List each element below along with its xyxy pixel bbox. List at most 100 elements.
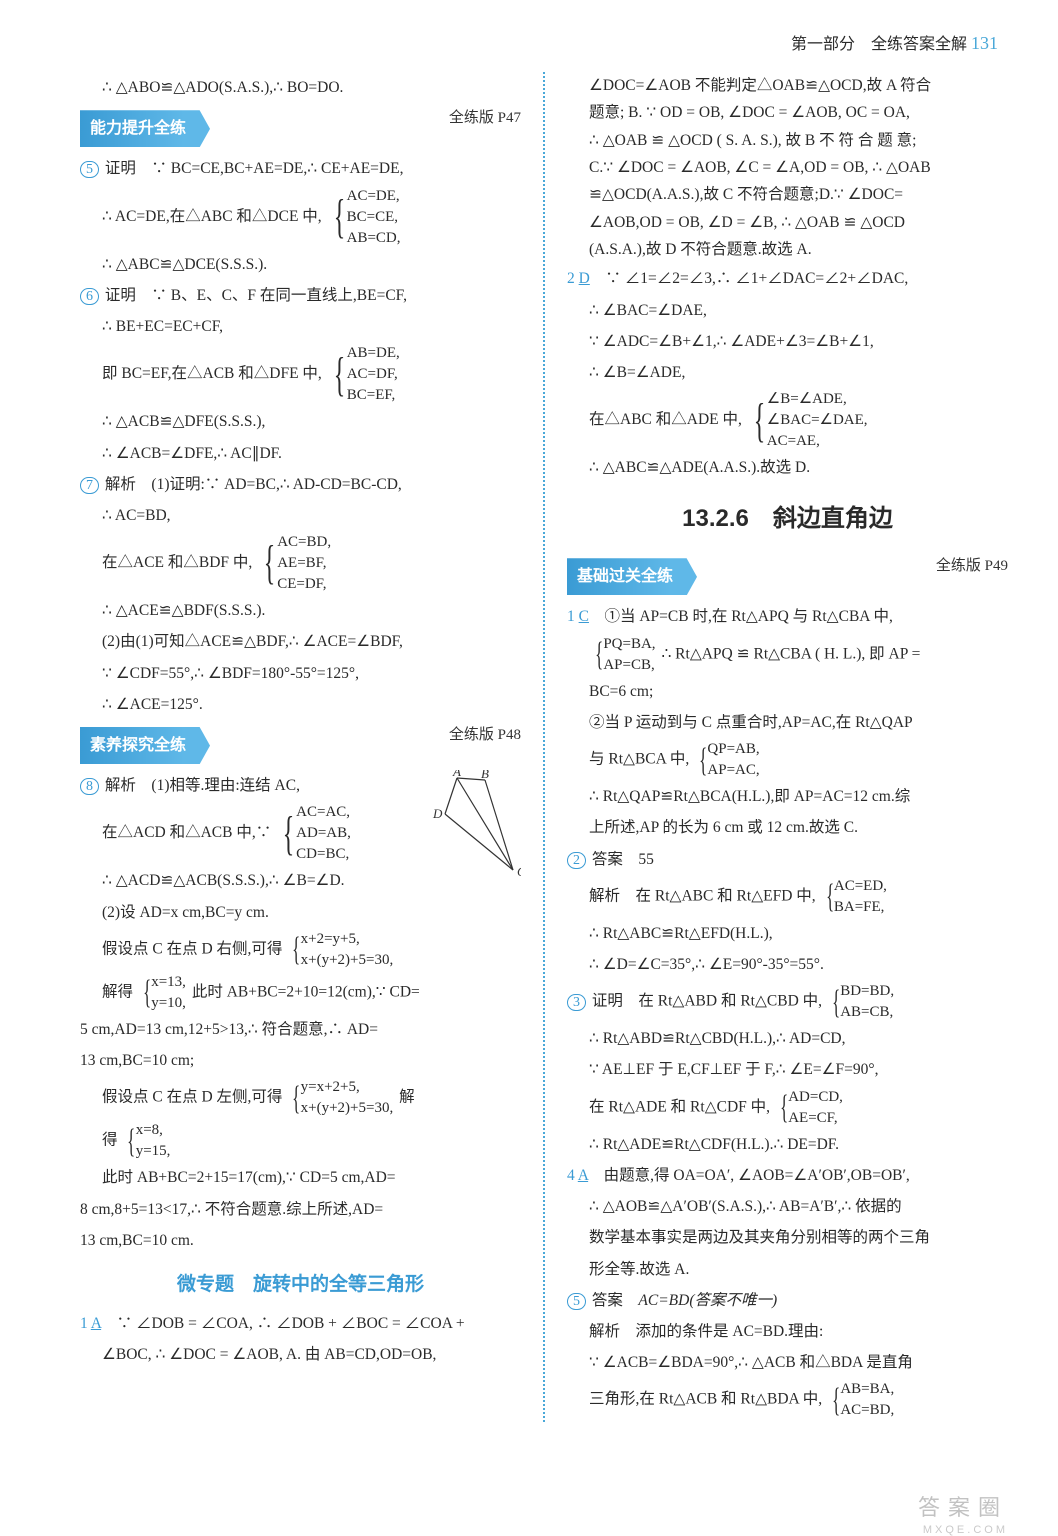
answer: A <box>578 1167 588 1184</box>
q8-l9: 假设点 C 在点 D 左侧,可得 {y=x+2+5,x+(y+2)+5=30, … <box>80 1077 521 1119</box>
content-columns: ∴ △ABO≌△ADO(S.A.S.),∴ BO=DO. 能力提升全练 全练版 … <box>80 72 1008 1422</box>
cont-l3: ∴ △OAB ≌ △OCD ( S. A. S.), 故 B 不 符 合 题 意… <box>567 128 1008 154</box>
brace: {AB=DE,AC=DF,BC=EF, <box>328 343 400 406</box>
q1c-l4: ②当 P 运动到与 C 点重合时,AP=AC,在 Rt△QAP <box>567 708 1008 738</box>
section-banner: 基础过关全练 <box>567 558 697 595</box>
q1c-l1: 1 C ①当 AP=CB 时,在 Rt△APQ 与 Rt△CBA 中, <box>567 602 1008 632</box>
section-row: 素养探究全练 全练版 P48 <box>80 721 521 770</box>
cont-l5: ≌△OCD(A.A.S.),故 C 不符合题意;D.∵ ∠DOC= <box>567 182 1008 208</box>
cont-l4: C.∵ ∠DOC = ∠AOB, ∠C = ∠A,OD = OB, ∴ △OAB <box>567 155 1008 181</box>
left-column: ∴ △ABO≌△ADO(S.A.S.),∴ BO=DO. 能力提升全练 全练版 … <box>80 72 521 1422</box>
section-row: 基础过关全练 全练版 P49 <box>567 552 1008 601</box>
q6-l4: ∴ △ACB≌△DFE(S.S.S.), <box>80 407 521 437</box>
q1c-l6: ∴ Rt△QAP≌Rt△BCA(H.L.),即 AP=AC=12 cm.综 <box>567 782 1008 812</box>
brace: {AB=BA,AC=BD, <box>828 1379 894 1421</box>
q7-l6: ∵ ∠CDF=55°,∴ ∠BDF=180°-55°=125°, <box>80 659 521 689</box>
qnum: 8 <box>80 778 99 795</box>
brace: {BD=BD,AB=CB, <box>828 981 894 1023</box>
svg-text:D: D <box>432 806 443 821</box>
q1c-l7: 上所述,AP 的长为 6 cm 或 12 cm.故选 C. <box>567 813 1008 843</box>
page-ref: 全练版 P47 <box>449 104 521 133</box>
q2-ans: 2 答案 55 <box>567 845 1008 875</box>
q4a-l3: 数学基本事实是两边及其夹角分别相等的两个三角 <box>567 1223 1008 1253</box>
q7-l3: 在△ACE 和△BDF 中, {AC=BD,AE=BF,CE=DF, <box>80 532 521 595</box>
brace: {AC=ED,BA=FE, <box>822 876 887 918</box>
q8-l10: 得 {x=8,y=15, <box>80 1120 521 1162</box>
page-ref: 全练版 P49 <box>936 552 1008 581</box>
brace: {y=x+2+5,x+(y+2)+5=30, <box>288 1077 393 1119</box>
q8-l6: 解得 {x=13,y=10, 此时 AB+BC=2+10=12(cm),∵ CD… <box>80 972 521 1014</box>
q6-l2: ∴ BE+EC=EC+CF, <box>80 312 521 342</box>
q1a-l1: 1 A ∵ ∠DOB = ∠COA, ∴ ∠DOB + ∠BOC = ∠COA … <box>80 1309 521 1339</box>
q8-l11: 此时 AB+BC=2+15=17(cm),∵ CD=5 cm,AD= <box>80 1163 521 1193</box>
q5-ans: 5 答案 AC=BD(答案不唯一) <box>567 1286 1008 1316</box>
section-banner: 素养探究全练 <box>80 727 210 764</box>
brace: {AD=CD,AE=CF, <box>776 1087 843 1129</box>
qnum: 2 <box>567 852 586 869</box>
q7-line1: 7 解析 (1)证明:∵ AD=BC,∴ AD-CD=BC-CD, <box>80 470 521 500</box>
brace: {AC=AC,AD=AB,CD=BC, <box>277 802 351 865</box>
q2d-l2: ∴ ∠BAC=∠DAE, <box>567 296 1008 326</box>
q8-l4: (2)设 AD=x cm,BC=y cm. <box>80 898 521 928</box>
q2-l2: ∴ Rt△ABC≌Rt△EFD(H.L.), <box>567 919 1008 949</box>
q5-line1: 5 证明 ∵ BC=CE,BC+AE=DE,∴ CE+AE=DE, <box>80 154 521 184</box>
qnum: 5 <box>567 1293 586 1310</box>
q1c-l3: BC=6 cm; <box>567 677 1008 707</box>
q3-l2: ∴ Rt△ABD≌Rt△CBD(H.L.),∴ AD=CD, <box>567 1024 1008 1054</box>
q7-l4: ∴ △ACE≌△BDF(S.S.S.). <box>80 596 521 626</box>
q8-l5: 假设点 C 在点 D 右侧,可得 {x+2=y+5,x+(y+2)+5=30, <box>80 929 521 971</box>
brace: {AC=BD,AE=BF,CE=DF, <box>258 532 331 595</box>
brace: {QP=AB,AP=AC, <box>695 739 760 781</box>
q8-l8: 13 cm,BC=10 cm; <box>80 1046 521 1076</box>
qnum: 4 <box>567 1167 575 1184</box>
q3-l5: ∴ Rt△ADE≌Rt△CDF(H.L.).∴ DE=DF. <box>567 1130 1008 1160</box>
section-banner: 能力提升全练 <box>80 110 210 147</box>
q2d-l3: ∵ ∠ADC=∠B+∠1,∴ ∠ADE+∠3=∠B+∠1, <box>567 327 1008 357</box>
part-title: 第一部分 全练答案全解 <box>791 36 967 53</box>
brace: {∠B=∠ADE,∠BAC=∠DAE,AC=AE, <box>748 389 868 452</box>
watermark-sub: MXQE.COM <box>923 1524 1008 1536</box>
q3-l1: 3 证明 在 Rt△ABD 和 Rt△CBD 中, {BD=BD,AB=CB, <box>567 981 1008 1023</box>
q8-l12: 8 cm,8+5=13<17,∴ 不符合题意.综上所述,AD= <box>80 1195 521 1225</box>
brace: {AC=DE,BC=CE,AB=CD, <box>328 186 401 249</box>
q6-l3: 即 BC=EF,在△ACB 和△DFE 中, {AB=DE,AC=DF,BC=E… <box>80 343 521 406</box>
q3-l3: ∵ AE⊥EF 于 E,CF⊥EF 于 F,∴ ∠E=∠F=90°, <box>567 1055 1008 1085</box>
svg-text:C: C <box>517 864 521 879</box>
column-divider <box>543 72 545 1422</box>
q5-line2: ∴ AC=DE,在△ABC 和△DCE 中, {AC=DE,BC=CE,AB=C… <box>80 186 521 249</box>
q1a-l2: ∠BOC, ∴ ∠DOC = ∠AOB, A. 由 AB=CD,OD=OB, <box>80 1340 521 1370</box>
qnum: 3 <box>567 994 586 1011</box>
svg-text:A: A <box>452 770 461 779</box>
q5r-l2: ∵ ∠ACB=∠BDA=90°,∴ △ACB 和△BDA 是直角 <box>567 1348 1008 1378</box>
brace: {PQ=BA,AP=CB, <box>591 634 656 676</box>
cont-l6: ∠AOB,OD = OB, ∠D = ∠B, ∴ △OAB ≌ △OCD <box>567 210 1008 236</box>
page-header: 第一部分 全练答案全解 131 <box>80 30 1008 54</box>
right-column: ∠DOC=∠AOB 不能判定△OAB≌△OCD,故 A 符合 题意; B. ∵ … <box>567 72 1008 1422</box>
cont-l1: ∠DOC=∠AOB 不能判定△OAB≌△OCD,故 A 符合 <box>567 73 1008 99</box>
q6-line1: 6 证明 ∵ B、E、C、F 在同一直线上,BE=CF, <box>80 281 521 311</box>
q1c-l5: 与 Rt△BCA 中, {QP=AB,AP=AC, <box>567 739 1008 781</box>
q2d-l5: 在△ABC 和△ADE 中, {∠B=∠ADE,∠BAC=∠DAE,AC=AE, <box>567 389 1008 452</box>
q3-l4: 在 Rt△ADE 和 Rt△CDF 中, {AD=CD,AE=CF, <box>567 1087 1008 1129</box>
qnum: 1 <box>567 608 575 625</box>
brace: {x=13,y=10, <box>139 972 186 1014</box>
svg-text:B: B <box>481 770 489 781</box>
qnum: 7 <box>80 477 99 494</box>
qnum: 6 <box>80 288 99 305</box>
q8-l7: 5 cm,AD=13 cm,12+5>13,∴ 符合题意,∴ AD= <box>80 1015 521 1045</box>
q1c-l2: {PQ=BA,AP=CB, ∴ Rt△APQ ≌ Rt△CBA ( H. L.)… <box>567 634 1008 676</box>
qnum: 1 <box>80 1315 88 1332</box>
q5-line3: ∴ △ABC≌△DCE(S.S.S.). <box>80 250 521 280</box>
q5r-l1: 解析 添加的条件是 AC=BD.理由: <box>567 1317 1008 1347</box>
brace: {x+2=y+5,x+(y+2)+5=30, <box>288 929 393 971</box>
qnum: 5 <box>80 161 99 178</box>
micro-topic-title: 微专题 旋转中的全等三角形 <box>80 1266 521 1303</box>
top-line: ∴ △ABO≌△ADO(S.A.S.),∴ BO=DO. <box>80 73 521 103</box>
q4a-l2: ∴ △AOB≌△A′OB′(S.A.S.),∴ AB=A′B′,∴ 依据的 <box>567 1192 1008 1222</box>
q7-l5: (2)由(1)可知△ACE≌△BDF,∴ ∠ACE=∠BDF, <box>80 627 521 657</box>
page-number: 131 <box>971 33 998 53</box>
q2-l1: 解析 在 Rt△ABC 和 Rt△EFD 中, {AC=ED,BA=FE, <box>567 876 1008 918</box>
brace: {x=8,y=15, <box>123 1120 170 1162</box>
page-ref: 全练版 P48 <box>449 721 521 750</box>
q2d-l6: ∴ △ABC≌△ADE(A.A.S.).故选 D. <box>567 453 1008 483</box>
